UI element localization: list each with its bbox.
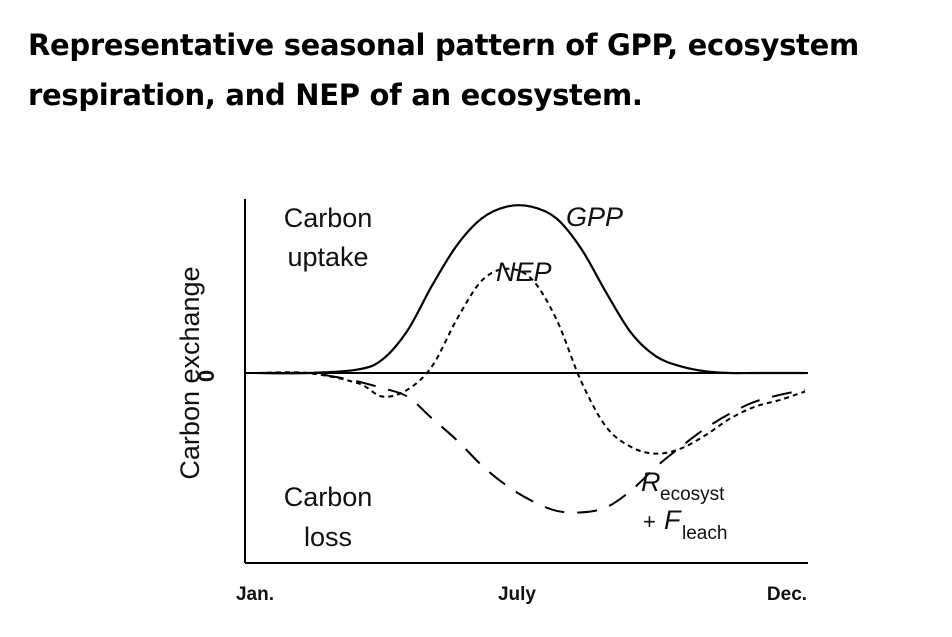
respiration-curve <box>257 371 806 514</box>
respiration-label-r: R <box>641 467 661 497</box>
region-label-loss-line-2: loss <box>304 522 352 552</box>
x-tick-jan: Jan. <box>236 584 274 605</box>
leach-label-subscript: leach <box>682 523 727 544</box>
title-line-2: respiration, and NEP of an ecosystem. <box>28 78 643 112</box>
title-line-1: Representative seasonal pattern of GPP, … <box>28 28 859 62</box>
page-title: Representative seasonal pattern of GPP, … <box>28 20 928 120</box>
respiration-label-subscript: ecosyst <box>660 484 725 505</box>
gpp-curve-label: GPP <box>566 202 623 232</box>
region-label-loss-line-1: Carbon <box>284 482 373 512</box>
series-layer <box>257 204 806 514</box>
leach-label-f: F <box>664 505 682 535</box>
region-label-uptake-line-1: Carbon <box>284 203 373 233</box>
nep-curve-label: NEP <box>496 257 552 287</box>
x-tick-dec: Dec. <box>767 584 807 605</box>
gpp-curve <box>257 204 805 375</box>
respiration-label-plus: + <box>643 509 656 534</box>
region-label-uptake-line-2: uptake <box>287 242 368 272</box>
nep-curve <box>257 267 806 455</box>
y-axis-label: Carbon exchange <box>175 266 205 479</box>
y-tick-zero: 0 <box>194 370 219 382</box>
x-tick-july: July <box>498 584 536 605</box>
